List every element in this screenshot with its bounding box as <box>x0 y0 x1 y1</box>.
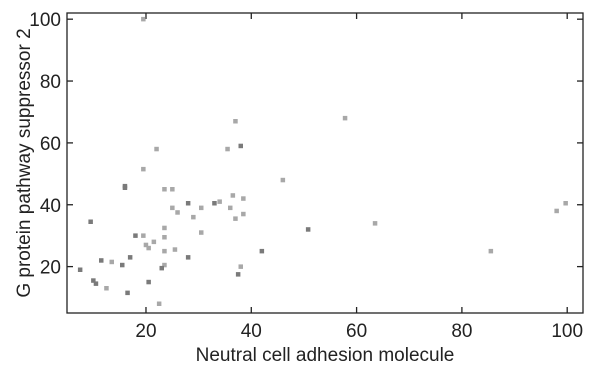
data-point <box>146 279 151 285</box>
tick-labels: 20 40 60 80 100 20 40 60 80 100 <box>29 10 583 342</box>
data-point <box>146 245 151 251</box>
data-point <box>225 146 230 152</box>
data-point <box>233 119 238 124</box>
data-point <box>191 214 196 220</box>
data-point <box>170 205 175 211</box>
data-point <box>127 255 133 260</box>
data-point <box>120 262 125 268</box>
data-point <box>162 248 167 254</box>
data-point <box>342 115 348 121</box>
y-tick-label: 60 <box>40 134 61 155</box>
data-point <box>99 258 104 263</box>
data-point <box>162 235 167 240</box>
data-point <box>199 205 204 211</box>
data-point <box>488 248 494 254</box>
x-tick-label: 40 <box>241 321 262 342</box>
y-tick-label: 100 <box>29 10 61 31</box>
data-point <box>122 185 128 190</box>
data-point <box>175 210 180 215</box>
data-point <box>241 211 246 217</box>
x-tick-label: 60 <box>346 321 367 342</box>
data-point <box>172 247 178 252</box>
data-point <box>109 259 114 265</box>
plot-frame <box>66 12 584 314</box>
y-tick-label: 80 <box>40 72 61 93</box>
data-point <box>88 219 93 224</box>
data-point <box>554 208 559 214</box>
data-point <box>162 262 167 268</box>
data-point <box>372 221 378 226</box>
data-point <box>141 233 146 238</box>
data-point <box>185 255 191 260</box>
data-point <box>259 248 265 254</box>
data-point <box>563 201 568 206</box>
data-point <box>217 199 222 204</box>
data-point <box>154 146 159 152</box>
data-point <box>141 166 146 172</box>
data-point <box>230 193 236 198</box>
y-axis-title: G protein pathway suppressor 2 <box>14 28 35 297</box>
data-point <box>141 16 146 22</box>
data-point <box>199 230 204 235</box>
x-tick-label: 80 <box>451 321 472 342</box>
data-points <box>77 16 568 306</box>
data-point <box>241 196 246 201</box>
data-point <box>235 272 241 277</box>
data-point <box>93 281 99 286</box>
data-point <box>133 233 138 238</box>
data-point <box>104 286 109 291</box>
y-tick-label: 20 <box>40 258 61 279</box>
x-tick-label: 20 <box>135 321 156 342</box>
data-point <box>143 242 149 248</box>
y-tick-label: 40 <box>40 196 61 217</box>
data-point <box>156 301 162 306</box>
data-point <box>91 278 96 283</box>
data-point <box>170 187 175 192</box>
x-axis-title: Neutral cell adhesion molecule <box>196 345 455 366</box>
data-point <box>280 177 286 183</box>
data-point <box>185 201 191 206</box>
x-tick-label: 100 <box>551 321 583 342</box>
data-point <box>305 227 311 232</box>
data-point <box>212 201 217 206</box>
data-point <box>77 267 83 272</box>
data-point <box>238 264 243 269</box>
data-point <box>159 265 164 271</box>
data-point <box>228 205 233 211</box>
data-point <box>162 225 167 231</box>
data-point <box>125 290 130 296</box>
data-point <box>233 216 238 221</box>
tick-marks <box>67 13 583 313</box>
data-point <box>238 143 243 149</box>
data-point <box>151 239 157 245</box>
data-point <box>162 187 167 192</box>
